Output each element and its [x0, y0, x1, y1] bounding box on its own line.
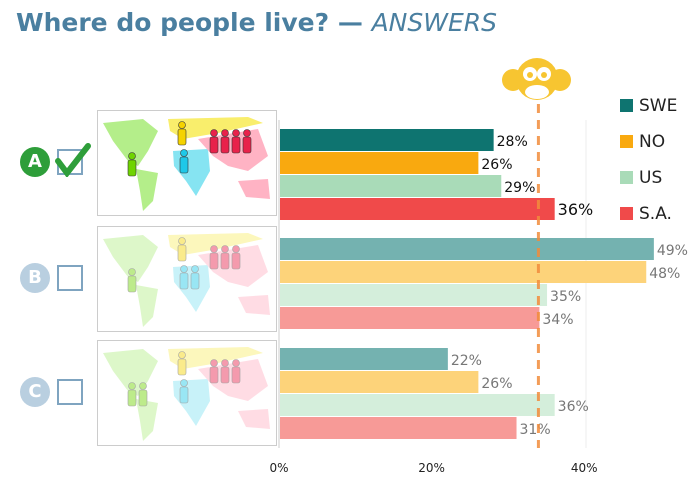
bar-C-NO	[280, 371, 479, 393]
data-label: 48%	[649, 266, 680, 282]
data-label: 34%	[542, 312, 573, 328]
person-icon	[220, 359, 230, 384]
x-tick-label: 0%	[269, 461, 288, 475]
person-icon	[177, 237, 187, 262]
world-map	[97, 110, 277, 216]
person-icon	[220, 129, 230, 154]
person-icon	[179, 265, 189, 290]
person-icon	[242, 129, 252, 154]
option-b-checkbox[interactable]	[57, 265, 83, 291]
person-icon	[138, 382, 148, 407]
legend-item: NO	[620, 132, 665, 152]
data-label: 22%	[451, 353, 482, 369]
bar-C-US	[280, 394, 555, 416]
legend-swatch	[620, 135, 633, 148]
legend-label: NO	[639, 132, 666, 152]
x-tick-label: 20%	[418, 461, 445, 475]
bar-A-SWE	[280, 129, 494, 151]
data-label: 36%	[558, 200, 594, 219]
legend-swatch	[620, 99, 633, 112]
person-icon	[209, 129, 219, 154]
monkey-pupil	[541, 72, 547, 78]
legend-label: US	[639, 168, 663, 188]
world-map	[97, 340, 277, 446]
bar-C-SWE	[280, 348, 448, 370]
bar-A-NO	[280, 152, 479, 174]
data-label: 35%	[550, 289, 581, 305]
legend-label: S.A.	[639, 204, 672, 224]
person-icon	[177, 121, 187, 146]
bar-B-SWE	[280, 238, 654, 260]
option-a-checkbox[interactable]	[55, 143, 91, 177]
person-icon	[209, 359, 219, 384]
bar-C-S.A.	[280, 417, 517, 439]
legend-label: SWE	[639, 96, 678, 116]
world-map	[97, 226, 277, 332]
person-icon	[209, 245, 219, 270]
option-a-badge[interactable]: A	[20, 147, 50, 177]
legend-item: US	[620, 168, 662, 188]
legend-swatch	[620, 171, 633, 184]
data-label: 28%	[497, 134, 528, 150]
monkey-face-icon	[502, 58, 571, 100]
bar-A-US	[280, 175, 502, 197]
person-icon	[231, 245, 241, 270]
person-icon	[179, 149, 189, 174]
person-icon	[127, 152, 137, 177]
legend-item: S.A.	[620, 204, 672, 224]
data-label: 36%	[558, 399, 589, 415]
option-c-checkbox[interactable]	[57, 379, 83, 405]
person-icon	[179, 379, 189, 404]
legend-item: SWE	[620, 96, 677, 116]
person-icon	[177, 351, 187, 376]
bar-B-US	[280, 284, 548, 306]
checkmark-icon	[55, 143, 91, 177]
page-title: Where do people live? — ANSWERS	[16, 8, 497, 37]
x-tick-label: 40%	[571, 461, 598, 475]
monkey-pupil	[527, 72, 533, 78]
person-icon	[127, 268, 137, 293]
bar-B-S.A.	[280, 307, 540, 329]
person-icon	[231, 359, 241, 384]
person-icon	[220, 245, 230, 270]
data-label: 26%	[481, 157, 512, 173]
data-label: 29%	[504, 180, 535, 196]
option-c-badge[interactable]: C	[20, 377, 50, 407]
monkey-mouth	[525, 85, 549, 99]
data-label: 26%	[481, 376, 512, 392]
data-label: 31%	[520, 422, 551, 438]
bar-A-S.A.	[280, 198, 555, 220]
person-icon	[231, 129, 241, 154]
person-icon	[190, 265, 200, 290]
option-b-badge[interactable]: B	[20, 263, 50, 293]
data-label: 49%	[657, 243, 688, 259]
bar-B-NO	[280, 261, 647, 283]
legend-swatch	[620, 207, 633, 220]
person-icon	[127, 382, 137, 407]
